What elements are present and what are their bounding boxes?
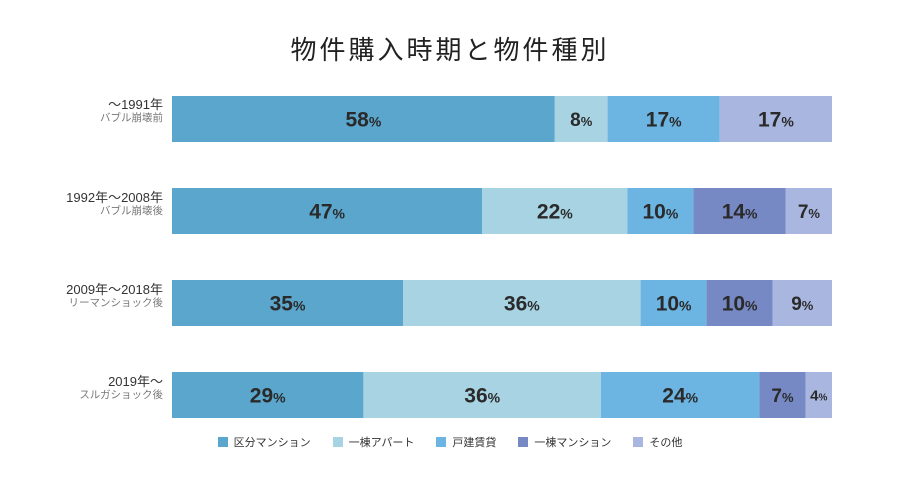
bar-value-label: 24% [662,385,698,408]
legend-swatch [518,437,529,447]
row-sub-label: バブル崩壊後 [100,205,163,218]
bar-value-label: 29% [250,385,286,408]
bar-segment [627,188,694,234]
bar-segment [482,188,628,234]
bar-value-label: 14% [722,201,758,224]
row-era-label: 1992年〜2008年 [66,190,163,205]
bar-value-label: 7% [771,386,794,407]
row-label-3: 2009年〜2018年 リーマンショック後 [66,282,164,310]
row-era-label: 〜1991年 [108,97,163,112]
bar-value-label: 47% [309,201,345,224]
legend-item: 区分マンション [217,434,311,450]
row-sub-label: バブル崩壊前 [100,112,163,125]
bar-value-label: 7% [798,202,821,223]
bar-value-label: 36% [464,385,500,408]
bar-segment [403,280,641,326]
bar-value-label: 35% [270,293,306,316]
bar-value-label: 4% [810,387,827,404]
legend-item: 一棟マンション [518,434,611,450]
bar-segment [601,372,760,418]
bar-segment [693,188,786,234]
bar-segment [706,280,773,326]
bar-value-label: 22% [537,201,573,224]
chart-title: 物件購入時期と物件種別 [290,36,610,66]
bar-value-label: 17% [758,109,794,132]
bar-segment [640,280,707,326]
legend-label: その他 [649,436,683,449]
legend-label: 戸建賃貸 [452,436,497,449]
bar-segment [785,188,832,234]
legend-swatch [332,437,343,447]
legend: 区分マンション 一棟アパート 戸建賃貸 一棟マンション その他 [0,434,900,450]
bar-segment [719,96,832,142]
bar-value-label: 9% [791,294,814,315]
row-era-label: 2009年〜2018年 [66,282,163,297]
bar-value-label: 10% [642,201,678,224]
bar-value-label: 10% [656,293,692,316]
bar-segment [805,372,832,418]
legend-item: その他 [633,434,682,450]
bar-segment [172,280,403,326]
bar-value-label: 8% [570,110,593,131]
row-label-2: 1992年〜2008年 バブル崩壊後 [66,190,163,218]
legend-swatch [217,437,228,447]
row-era-label: 2019年〜 [108,374,163,389]
bar-segment [172,372,364,418]
bar-value-label: 17% [646,109,682,132]
bar-segment [363,372,601,418]
legend-item: 戸建賃貸 [436,434,496,450]
bar-segment [554,96,608,142]
bar-value-label: 58% [345,109,381,132]
row-label-4: 2019年〜 スルガショック後 [79,374,163,402]
legend-swatch [633,437,644,447]
row-label-1: 〜1991年 バブル崩壊前 [100,97,163,125]
legend-label: 区分マンション [233,436,311,449]
bar-segment [759,372,806,418]
bar-segment [172,188,483,234]
bar-value-label: 10% [722,293,758,316]
legend-swatch [436,437,447,447]
bar-value-label: 36% [504,293,540,316]
legend-label: 一棟マンション [534,436,612,449]
bar-segment [772,280,832,326]
row-sub-label: スルガショック後 [79,389,163,402]
legend-item: 一棟アパート [332,434,415,450]
row-sub-label: リーマンショック後 [68,297,164,310]
bar-segment [607,96,720,142]
legend-label: 一棟アパート [348,436,415,449]
bar-segment [172,96,555,142]
